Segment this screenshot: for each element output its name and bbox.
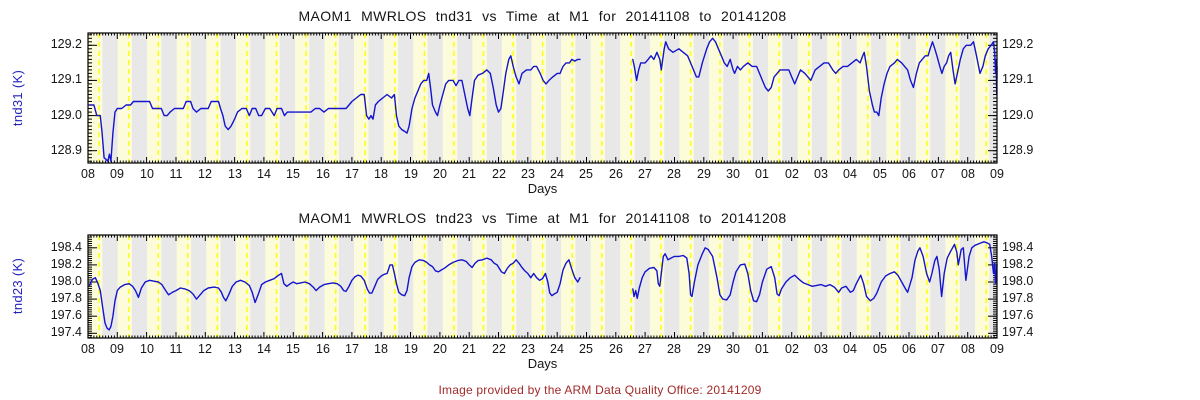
y-tick-label-right: 198.2 bbox=[1002, 257, 1034, 271]
x-tick-label: 18 bbox=[374, 342, 388, 356]
y-tick-label-right: 129.0 bbox=[1002, 108, 1034, 122]
x-tick-label: 29 bbox=[697, 342, 711, 356]
x-tick-label: 14 bbox=[257, 167, 271, 181]
x-tick-label: 11 bbox=[169, 342, 183, 356]
y-tick-label-right: 197.8 bbox=[1002, 291, 1034, 305]
x-tick-label: 12 bbox=[198, 342, 212, 356]
x-tick-label: 08 bbox=[81, 342, 95, 356]
x-tick-label: 18 bbox=[374, 167, 388, 181]
x-tick-label: 03 bbox=[814, 342, 828, 356]
x-tick-label: 09 bbox=[110, 342, 124, 356]
y-tick-label-left: 197.6 bbox=[50, 308, 82, 322]
x-tick-label: 04 bbox=[843, 167, 857, 181]
y-tick-label-right: 198.0 bbox=[1002, 274, 1034, 288]
x-tick-label: 04 bbox=[843, 342, 857, 356]
x-tick-label: 05 bbox=[873, 167, 887, 181]
x-tick-label: 06 bbox=[902, 342, 916, 356]
x-tick-label: 20 bbox=[433, 342, 447, 356]
y-tick-label-left: 197.4 bbox=[50, 325, 82, 339]
x-tick-label: 09 bbox=[990, 342, 1004, 356]
y-tick-label-left: 198.4 bbox=[50, 240, 82, 254]
x-tick-label: 07 bbox=[931, 342, 945, 356]
x-tick-label: 27 bbox=[638, 167, 652, 181]
x-tick-label: 08 bbox=[961, 167, 975, 181]
x-tick-label: 29 bbox=[697, 167, 711, 181]
y-tick-label-left: 129.0 bbox=[50, 108, 82, 122]
x-tick-label: 12 bbox=[198, 167, 212, 181]
panel2-title: MAOM1 MWRLOS tnd23 vs Time at M1 for 201… bbox=[298, 210, 787, 226]
x-tick-label: 10 bbox=[140, 167, 154, 181]
x-tick-label: 17 bbox=[345, 167, 359, 181]
x-tick-label: 02 bbox=[785, 342, 799, 356]
x-tick-label: 16 bbox=[316, 342, 330, 356]
y-tick-label-left: 129.2 bbox=[50, 37, 82, 51]
x-tick-label: 20 bbox=[433, 167, 447, 181]
y-tick-label-left: 129.1 bbox=[50, 72, 82, 86]
x-tick-label: 30 bbox=[726, 342, 740, 356]
x-tick-label: 22 bbox=[492, 342, 506, 356]
y-tick-label-right: 197.6 bbox=[1002, 308, 1034, 322]
x-tick-label: 25 bbox=[579, 167, 593, 181]
x-tick-label: 19 bbox=[404, 167, 418, 181]
panel2-y-axis-label: tnd23 (K) bbox=[10, 257, 25, 315]
x-tick-label: 22 bbox=[492, 167, 506, 181]
y-tick-label-right: 129.2 bbox=[1002, 37, 1034, 51]
x-tick-label: 21 bbox=[462, 342, 476, 356]
x-tick-label: 15 bbox=[286, 167, 300, 181]
x-tick-label: 05 bbox=[873, 342, 887, 356]
x-tick-label: 14 bbox=[257, 342, 271, 356]
x-tick-label: 23 bbox=[521, 342, 535, 356]
x-tick-label: 08 bbox=[81, 167, 95, 181]
x-tick-label: 28 bbox=[667, 342, 681, 356]
y-tick-label-right: 128.9 bbox=[1002, 143, 1034, 157]
x-tick-label: 11 bbox=[169, 167, 183, 181]
x-tick-label: 01 bbox=[755, 342, 769, 356]
x-tick-label: 13 bbox=[228, 167, 242, 181]
x-tick-label: 13 bbox=[228, 342, 242, 356]
panel2-x-axis-label: Days bbox=[527, 356, 558, 371]
x-tick-label: 28 bbox=[667, 167, 681, 181]
y-tick-label-left: 198.0 bbox=[50, 274, 82, 288]
x-tick-label: 26 bbox=[609, 342, 623, 356]
x-tick-label: 16 bbox=[316, 167, 330, 181]
x-tick-label: 27 bbox=[638, 342, 652, 356]
x-tick-label: 01 bbox=[755, 167, 769, 181]
x-tick-label: 26 bbox=[609, 167, 623, 181]
x-tick-label: 25 bbox=[579, 342, 593, 356]
y-tick-label-right: 197.4 bbox=[1002, 325, 1034, 339]
x-tick-label: 02 bbox=[785, 167, 799, 181]
x-tick-label: 06 bbox=[902, 167, 916, 181]
x-tick-label: 17 bbox=[345, 342, 359, 356]
x-tick-label: 09 bbox=[110, 167, 124, 181]
x-tick-label: 24 bbox=[550, 342, 564, 356]
footer-credit: Image provided by the ARM Data Quality O… bbox=[438, 383, 762, 397]
x-tick-label: 30 bbox=[726, 167, 740, 181]
x-tick-label: 23 bbox=[521, 167, 535, 181]
x-tick-label: 10 bbox=[140, 342, 154, 356]
y-tick-label-left: 198.2 bbox=[50, 257, 82, 271]
x-tick-label: 07 bbox=[931, 167, 945, 181]
x-tick-label: 09 bbox=[990, 167, 1004, 181]
panel1-y-axis-label: tnd31 (K) bbox=[10, 69, 25, 127]
y-tick-label-right: 129.1 bbox=[1002, 72, 1034, 86]
y-tick-label-left: 128.9 bbox=[50, 143, 82, 157]
x-tick-label: 08 bbox=[961, 342, 975, 356]
panel1-x-axis-label: Days bbox=[527, 181, 558, 196]
y-tick-label-right: 198.4 bbox=[1002, 240, 1034, 254]
x-tick-label: 19 bbox=[404, 342, 418, 356]
panel1-title: MAOM1 MWRLOS tnd31 vs Time at M1 for 201… bbox=[298, 8, 787, 24]
x-tick-label: 21 bbox=[462, 167, 476, 181]
x-tick-label: 24 bbox=[550, 167, 564, 181]
x-tick-label: 03 bbox=[814, 167, 828, 181]
x-tick-label: 15 bbox=[286, 342, 300, 356]
y-tick-label-left: 197.8 bbox=[50, 291, 82, 305]
